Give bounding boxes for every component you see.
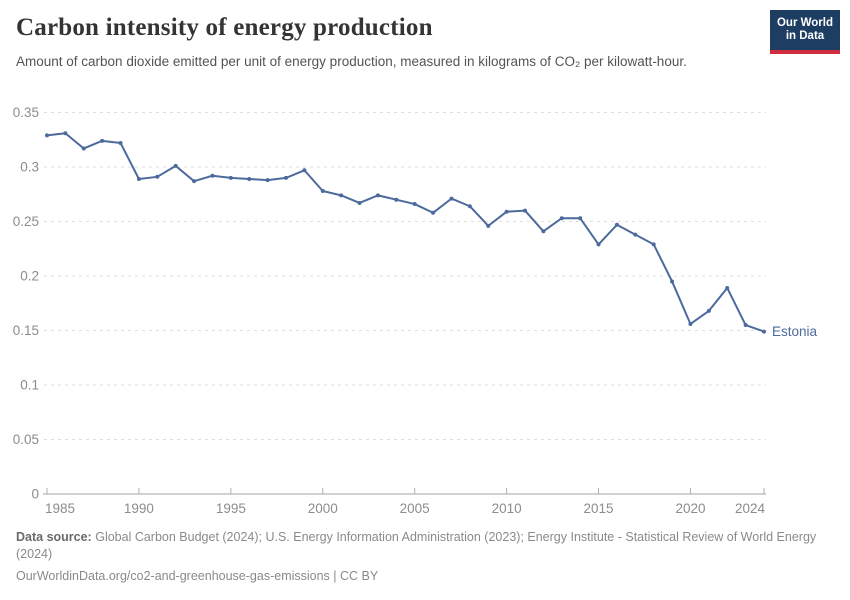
- data-point-marker[interactable]: [155, 174, 160, 179]
- data-point-marker[interactable]: [431, 210, 436, 215]
- data-point-marker[interactable]: [706, 308, 711, 313]
- data-point-marker[interactable]: [45, 133, 49, 138]
- data-point-marker[interactable]: [412, 202, 417, 207]
- owid-logo[interactable]: Our World in Data: [770, 10, 840, 54]
- series-label-estonia[interactable]: Estonia: [772, 324, 818, 339]
- y-tick-label: 0.05: [13, 432, 39, 447]
- x-tick-label: 2024: [735, 501, 766, 516]
- data-point-marker[interactable]: [136, 176, 141, 181]
- data-point-marker[interactable]: [541, 229, 546, 234]
- data-point-marker[interactable]: [670, 279, 675, 284]
- x-tick-label: 1985: [45, 501, 75, 516]
- data-point-marker[interactable]: [762, 329, 766, 334]
- y-tick-label: 0: [31, 487, 39, 502]
- data-point-marker[interactable]: [192, 179, 197, 184]
- data-point-marker[interactable]: [743, 323, 748, 328]
- data-point-marker[interactable]: [247, 176, 252, 181]
- x-tick-label: 2020: [675, 501, 705, 516]
- data-point-marker[interactable]: [210, 173, 215, 178]
- data-point-marker[interactable]: [173, 163, 178, 168]
- y-tick-label: 0.25: [13, 214, 39, 229]
- y-tick-label: 0.1: [20, 378, 39, 393]
- data-point-marker[interactable]: [228, 175, 233, 180]
- data-point-marker[interactable]: [357, 200, 362, 205]
- x-tick-label: 2005: [400, 501, 430, 516]
- y-tick-label: 0.2: [20, 269, 39, 284]
- data-point-marker[interactable]: [118, 141, 123, 146]
- data-point-marker[interactable]: [375, 193, 380, 198]
- data-point-marker[interactable]: [559, 216, 564, 221]
- y-tick-label: 0.35: [13, 105, 39, 120]
- data-point-marker[interactable]: [100, 138, 105, 143]
- owid-citation-link[interactable]: OurWorldinData.org/co2-and-greenhouse-ga…: [16, 569, 379, 583]
- data-point-marker[interactable]: [614, 222, 619, 227]
- data-point-marker[interactable]: [688, 321, 693, 326]
- chart-footer: Data source: Global Carbon Budget (2024)…: [16, 529, 836, 585]
- data-point-marker[interactable]: [578, 216, 583, 221]
- owid-logo-line2: in Data: [785, 30, 825, 42]
- y-tick-label: 0.15: [13, 323, 39, 338]
- x-tick-label: 1995: [216, 501, 246, 516]
- series-line-estonia[interactable]: [46, 132, 765, 333]
- data-point-marker[interactable]: [651, 242, 656, 247]
- data-source-label: Data source:: [16, 530, 92, 544]
- data-point-marker[interactable]: [596, 242, 601, 247]
- data-point-marker[interactable]: [81, 146, 86, 151]
- chart-subtitle: Amount of carbon dioxide emitted per uni…: [16, 54, 687, 69]
- data-point-marker[interactable]: [725, 285, 730, 290]
- data-source-text: Global Carbon Budget (2024); U.S. Energy…: [16, 530, 817, 561]
- owid-logo-line1: Our World: [776, 17, 833, 29]
- data-point-marker[interactable]: [302, 168, 307, 173]
- data-point-marker[interactable]: [320, 188, 325, 193]
- data-point-marker[interactable]: [523, 208, 527, 213]
- x-tick-label: 2000: [308, 501, 338, 516]
- data-point-marker[interactable]: [449, 196, 454, 201]
- y-tick-label: 0.3: [20, 160, 39, 175]
- data-point-marker[interactable]: [63, 131, 68, 136]
- page-title: Carbon intensity of energy production: [16, 14, 433, 41]
- data-point-marker[interactable]: [284, 175, 288, 180]
- data-source-line: Data source: Global Carbon Budget (2024)…: [16, 529, 836, 563]
- data-point-marker[interactable]: [633, 232, 638, 237]
- x-tick-label: 2010: [492, 501, 522, 516]
- x-tick-label: 1990: [124, 501, 154, 516]
- data-point-marker[interactable]: [339, 193, 344, 198]
- x-tick-label: 2015: [584, 501, 614, 516]
- data-point-marker[interactable]: [265, 178, 270, 183]
- data-point-marker[interactable]: [394, 197, 399, 202]
- data-point-marker[interactable]: [467, 204, 472, 209]
- data-point-marker[interactable]: [486, 223, 491, 228]
- data-point-marker[interactable]: [504, 209, 509, 214]
